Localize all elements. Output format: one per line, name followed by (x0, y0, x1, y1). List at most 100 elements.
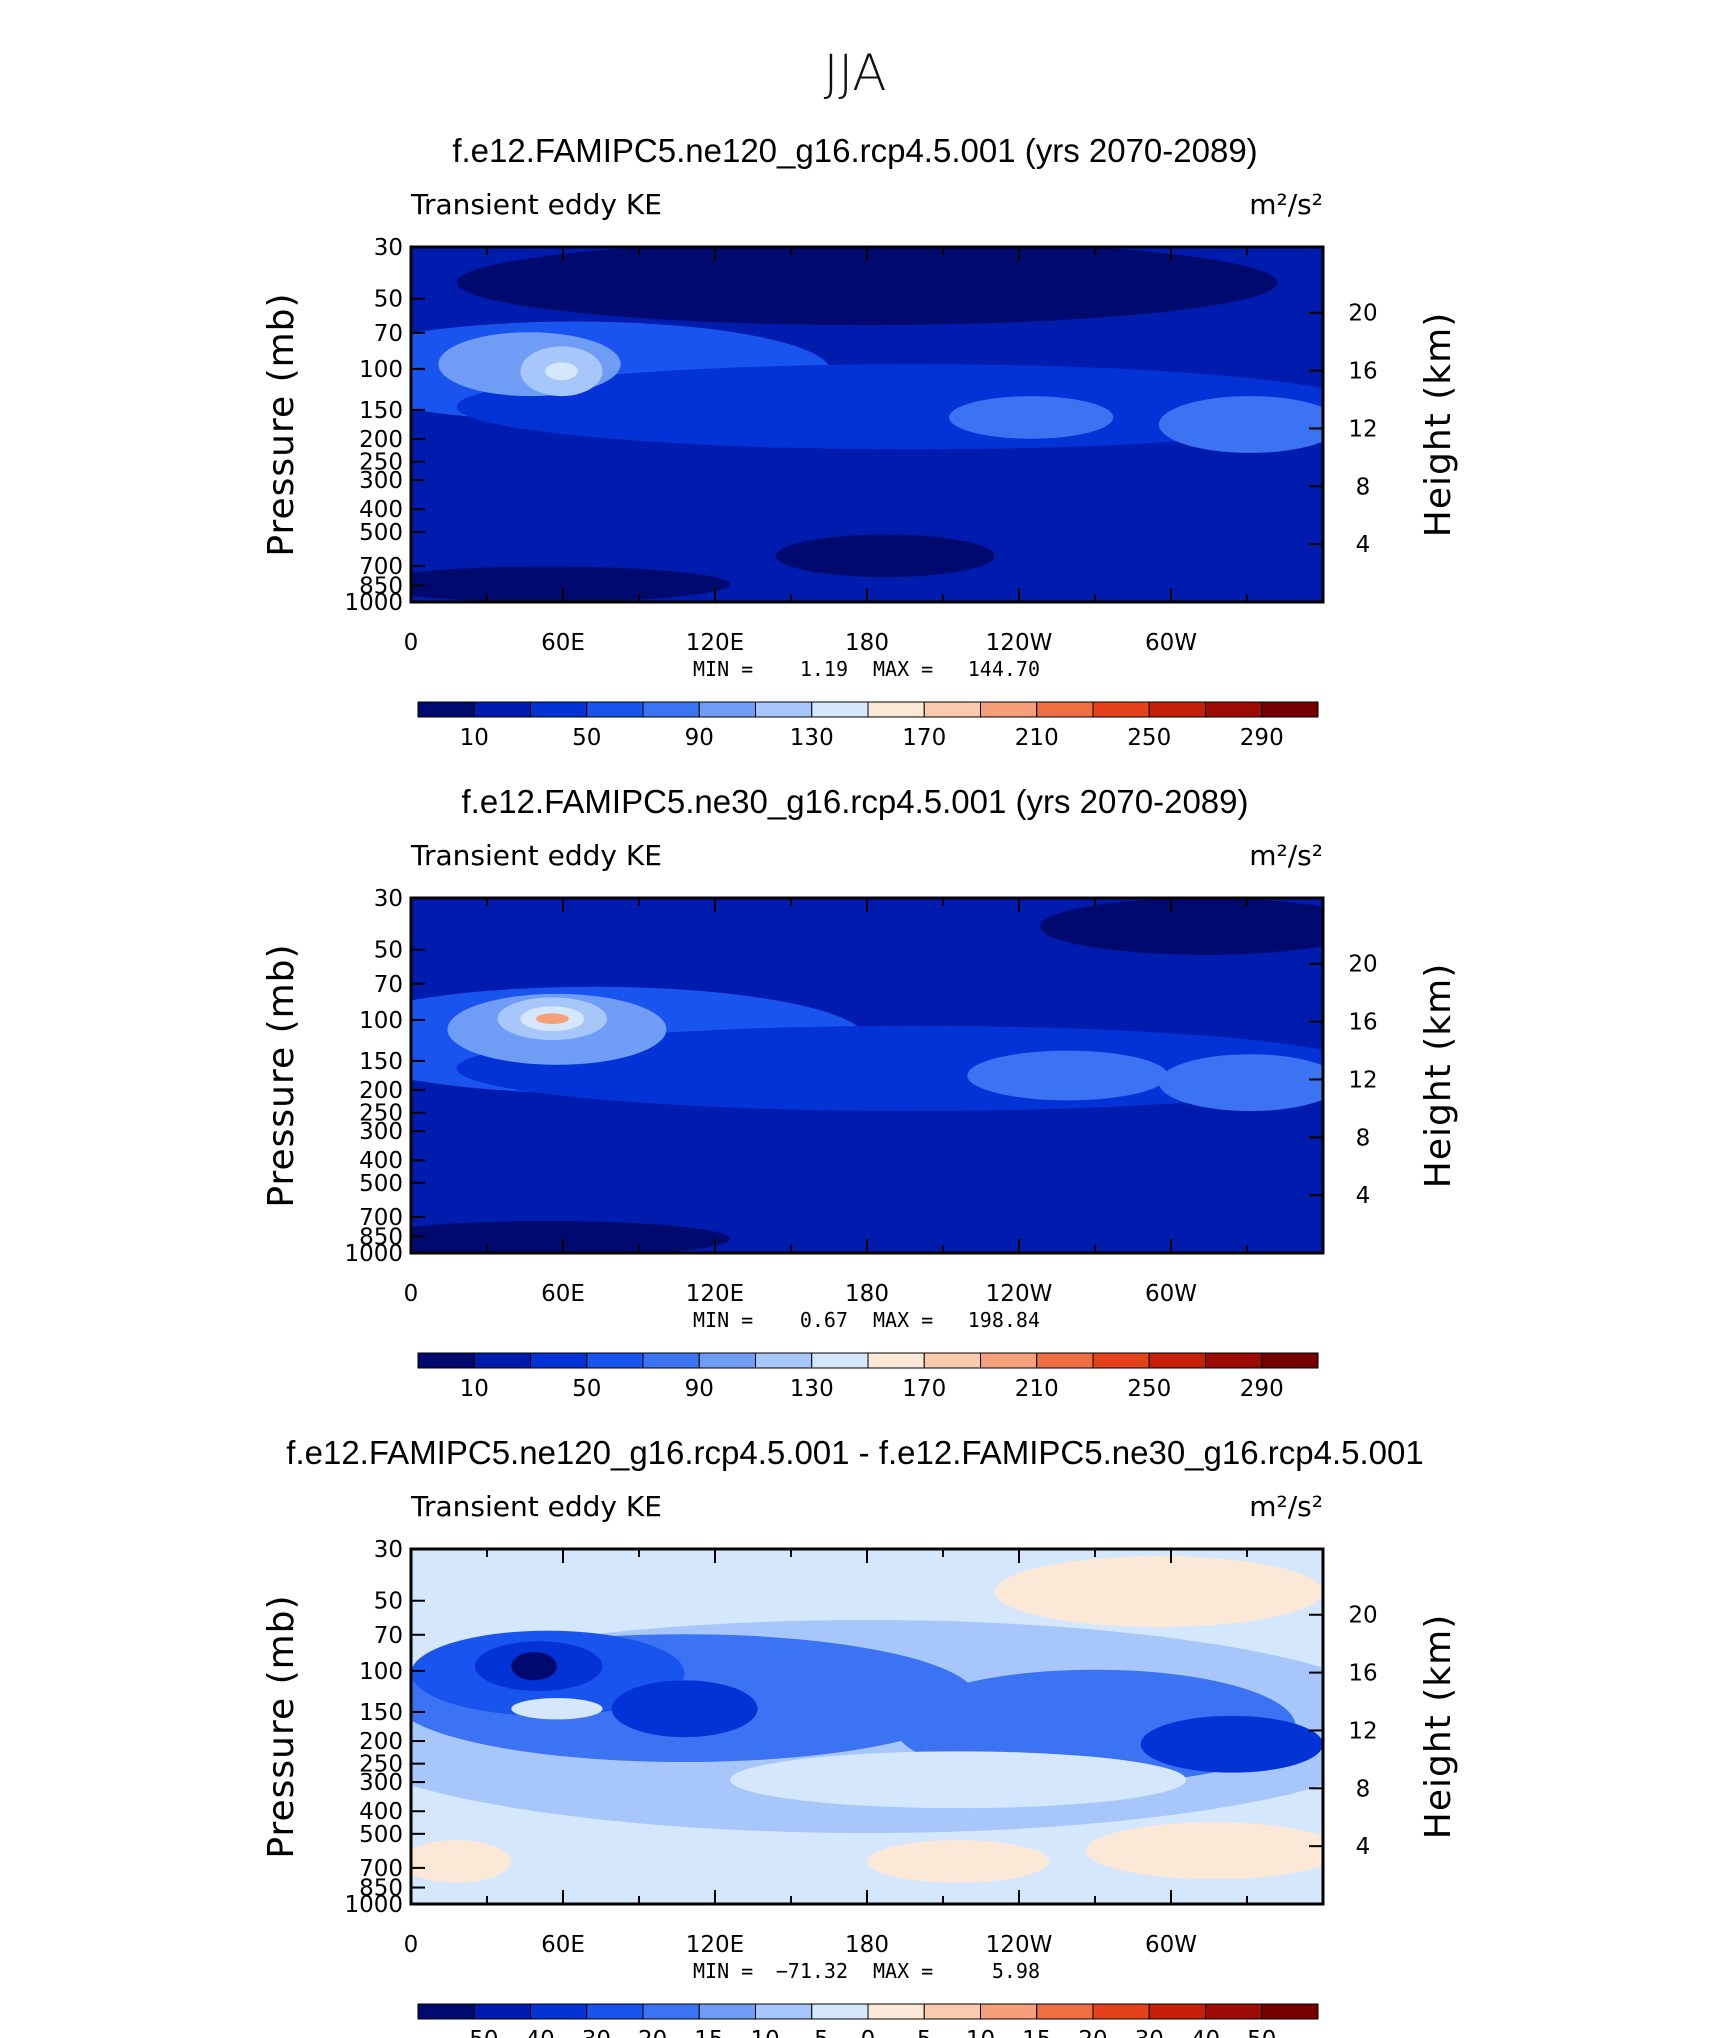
colorbar-label: −40 (506, 2027, 555, 2038)
colorbar-swatch (698, 701, 756, 718)
colorbar-swatch (530, 1352, 588, 1369)
colorbar-label: 90 (685, 725, 714, 751)
colorbar-swatch (642, 2003, 700, 2020)
colorbar-swatch (1205, 2003, 1263, 2020)
colorbar-swatch (1036, 2003, 1094, 2020)
colorbar-label: 10 (460, 1376, 489, 1402)
colorbar-label: −5 (795, 2027, 829, 2038)
contour-region (411, 566, 731, 602)
y-tick-label: 150 (359, 398, 403, 424)
y-tick-label: 50 (374, 287, 403, 313)
y-tick-label: 400 (359, 497, 403, 523)
right-tick-label: 12 (1348, 1718, 1377, 1744)
colorbar-swatch (755, 1352, 813, 1369)
y-tick-label: 200 (359, 1729, 403, 1755)
panel-3: f.e12.FAMIPC5.ne120_g16.rcp4.5.001 - f.e… (261, 1434, 1459, 2038)
y-tick-label: 250 (359, 1752, 403, 1778)
colorbar-label: 40 (1191, 2027, 1220, 2038)
y-tick-label: 850 (359, 1876, 403, 1902)
right-tick-label: 8 (1356, 1776, 1371, 1802)
colorbar-swatch (1261, 1352, 1319, 1369)
colorbar-label: 210 (1015, 725, 1059, 751)
panel-title: f.e12.FAMIPC5.ne120_g16.rcp4.5.001 - f.e… (286, 1434, 1423, 1471)
y-tick-label: 500 (359, 1822, 403, 1848)
y-tick-label: 70 (374, 1623, 403, 1649)
right-tick-label: 16 (1348, 1010, 1377, 1036)
y-tick-label: 250 (359, 450, 403, 476)
contour-field (411, 1549, 1323, 1904)
contour-region (967, 1050, 1168, 1101)
max-label: MAX = (873, 1308, 933, 1332)
colorbar-label: 210 (1015, 1376, 1059, 1402)
panel-title: f.e12.FAMIPC5.ne120_g16.rcp4.5.001 (yrs … (452, 132, 1257, 169)
contour-region (1040, 898, 1323, 955)
figure-title: JJA (823, 44, 887, 102)
colorbar-label: 170 (902, 1376, 946, 1402)
colorbar-swatch (530, 701, 588, 718)
contour-field (411, 247, 1323, 602)
colorbar-swatch (755, 701, 813, 718)
contour-region (456, 364, 1323, 450)
y-tick-label: 400 (359, 1799, 403, 1825)
colorbar-swatch (586, 1352, 644, 1369)
colorbar-label: 130 (790, 725, 834, 751)
colorbar-swatch (473, 1352, 531, 1369)
colorbar-swatch (980, 2003, 1038, 2020)
y-tick-label: 70 (374, 321, 403, 347)
x-tick-label: 0 (404, 1281, 419, 1307)
colorbar-swatch (980, 701, 1038, 718)
contour-field (411, 898, 1323, 1253)
colorbar-swatch (1148, 701, 1206, 718)
colorbar-swatch (473, 2003, 531, 2020)
y-tick-label: 500 (359, 520, 403, 546)
max-label: MAX = (873, 1959, 933, 1983)
colorbar-swatch (586, 2003, 644, 2020)
x-tick-label: 180 (845, 630, 889, 656)
right-tick-label: 12 (1348, 1067, 1377, 1093)
right-tick-label: 20 (1348, 1603, 1377, 1629)
y-tick-label: 250 (359, 1101, 403, 1127)
y-tick-label: 700 (359, 554, 403, 580)
y-tick-label: 150 (359, 1700, 403, 1726)
colorbar-label: 5 (917, 2027, 932, 2038)
contour-region (1140, 1715, 1323, 1773)
contour-region (994, 1556, 1323, 1628)
colorbar-label: 290 (1240, 725, 1284, 751)
right-tick-label: 16 (1348, 1661, 1377, 1687)
right-tick-label: 8 (1356, 474, 1371, 500)
right-axis-label: Height (km) (1418, 1614, 1459, 1839)
colorbar-label: 0 (861, 2027, 876, 2038)
contour-region (867, 1840, 1050, 1883)
colorbar-swatch (1261, 2003, 1319, 2020)
colorbar-swatch (1036, 1352, 1094, 1369)
min-value: −71.32 (776, 1959, 848, 1983)
x-tick-label: 120W (986, 630, 1053, 656)
x-tick-label: 0 (404, 1932, 419, 1958)
max-value: 5.98 (992, 1959, 1040, 1983)
y-tick-label: 1000 (344, 1892, 403, 1918)
y-tick-label: 700 (359, 1205, 403, 1231)
colorbar-swatch (642, 701, 700, 718)
colorbar-swatch (1092, 1352, 1150, 1369)
y-tick-label: 30 (374, 235, 403, 261)
contour-region (867, 1189, 1323, 1232)
right-axis-label: Height (km) (1418, 963, 1459, 1188)
colorbar-label: 10 (460, 725, 489, 751)
y-tick-label: 50 (374, 938, 403, 964)
colorbar-swatch (1148, 1352, 1206, 1369)
colorbar-swatch (980, 1352, 1038, 1369)
panel-1: f.e12.FAMIPC5.ne120_g16.rcp4.5.001 (yrs … (261, 132, 1459, 751)
units-label: m²/s² (1249, 188, 1323, 221)
colorbar-label: 250 (1127, 725, 1171, 751)
colorbar-swatch (473, 701, 531, 718)
variable-label: Transient eddy KE (410, 1490, 662, 1523)
x-tick-label: 60W (1145, 1281, 1197, 1307)
right-axis-label: Height (km) (1418, 312, 1459, 537)
right-tick-label: 4 (1356, 1834, 1371, 1860)
contour-region (611, 1680, 758, 1738)
colorbar-label: 30 (1135, 2027, 1164, 2038)
y-tick-label: 500 (359, 1171, 403, 1197)
units-label: m²/s² (1249, 839, 1323, 872)
colorbar-swatch (1205, 701, 1263, 718)
